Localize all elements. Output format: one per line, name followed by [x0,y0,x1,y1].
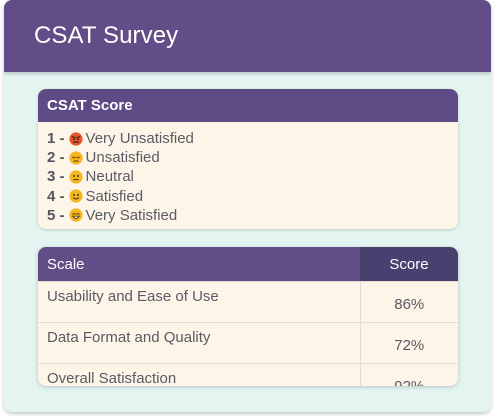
column-header-score[interactable]: Score [360,247,458,282]
legend-item-number: 1 - [47,130,65,147]
table-row: Usability and Ease of Use 86% [38,281,458,323]
csat-score-panel: CSAT Score 1 - Very Unsatisfied 2 - [38,89,458,229]
legend-item: 3 - Neutral [47,167,458,186]
legend-item: 2 - Unsatisfied [47,148,458,167]
angry-face-icon [68,131,83,146]
legend-item: 4 - Satisfied [47,187,458,206]
sad-face-icon [68,151,83,165]
legend-item-label: Satisfied [85,187,144,205]
legend-item: 5 - Very Satisfied [47,206,458,225]
csat-score-panel-header: CSAT Score [38,89,458,122]
legend-item-number: 5 - [47,206,65,224]
page-title: CSAT Survey [34,22,179,49]
column-header-scale[interactable]: Scale [38,247,360,282]
legend-item-label: Neutral [85,168,134,186]
csat-survey-card: CSAT Survey CSAT Score 1 - Very Unsatisf… [4,0,491,412]
table-header-row: Scale Score [38,247,458,282]
table-cell-score: 72% [360,322,458,364]
card-header: CSAT Survey [4,0,491,72]
legend-item: 1 - Very Unsatisfied [47,129,458,148]
table-cell-scale: Data Format and Quality [38,322,361,364]
csat-score-panel-title: CSAT Score [47,97,133,114]
legend-item-number: 2 - [47,149,65,167]
scores-table: Scale Score Usability and Ease of Use 86… [38,247,458,386]
table-cell-score: 86% [360,281,458,323]
table-row: Data Format and Quality 72% [38,322,458,364]
csat-score-legend: 1 - Very Unsatisfied 2 - [38,122,458,225]
grinning-face-icon [68,208,83,222]
scores-table-container: Scale Score Usability and Ease of Use 86… [38,247,458,386]
legend-item-number: 3 - [47,168,65,186]
table-row: Overall Satisfaction 92% [38,363,458,386]
legend-item-label: Very Satisfied [85,206,178,224]
slight-smile-face-icon [68,189,83,203]
table-cell-scale: Overall Satisfaction [38,363,361,386]
legend-item-label: Unsatisfied [85,149,160,167]
table-cell-score: 92% [360,363,458,386]
table-cell-scale: Usability and Ease of Use [38,281,361,323]
neutral-face-icon [68,170,83,184]
legend-item-label: Very Unsatisfied [85,130,194,147]
legend-item-number: 4 - [47,187,65,205]
